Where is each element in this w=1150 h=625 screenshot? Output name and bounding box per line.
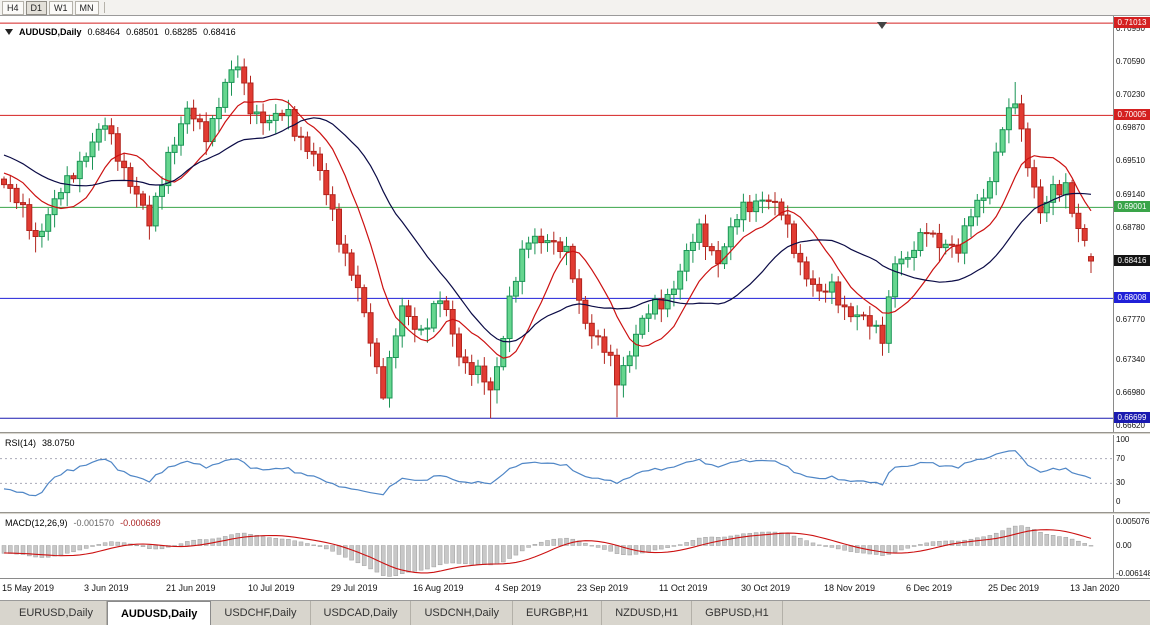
timeframe-toolbar: H4 D1 W1 MN bbox=[0, 0, 1150, 16]
rsi-value-label: 38.0750 bbox=[42, 438, 75, 448]
macd-header: MACD(12,26,9) -0.001570 -0.000689 bbox=[5, 518, 161, 528]
ohlc-low-value: 0.68285 bbox=[164, 27, 198, 37]
date-axis-label: 21 Jun 2019 bbox=[166, 583, 216, 593]
date-axis-label: 25 Dec 2019 bbox=[988, 583, 1040, 593]
macd-name-label: MACD(12,26,9) bbox=[5, 518, 68, 528]
price-axis-label: 0.68780 bbox=[1116, 223, 1145, 232]
price-axis-label: 0.66980 bbox=[1116, 388, 1145, 397]
date-axis-label: 3 Jun 2019 bbox=[84, 583, 129, 593]
price-axis-label: 0.67340 bbox=[1116, 355, 1145, 364]
main-chart-panel: AUDUSD,Daily 0.68464 0.68501 0.68285 0.6… bbox=[0, 16, 1150, 432]
rsi-header: RSI(14) 38.0750 bbox=[5, 438, 75, 448]
date-axis-label: 6 Dec 2019 bbox=[906, 583, 953, 593]
macd-axis[interactable]: 0.005076 0.00 -0.006148 bbox=[1113, 515, 1150, 578]
rsi-plot[interactable] bbox=[0, 435, 1113, 512]
price-level-badge: 0.71013 bbox=[1114, 17, 1150, 28]
chart-tab-gbpusd[interactable]: GBPUSD,H1 bbox=[692, 601, 783, 625]
date-axis-label: 15 May 2019 bbox=[2, 583, 55, 593]
date-axis-label: 16 Aug 2019 bbox=[413, 583, 464, 593]
main-price-axis[interactable]: 0.70950 0.70590 0.70230 0.69870 0.69510 0.691… bbox=[1113, 16, 1150, 432]
chart-tab-eurgbp[interactable]: EURGBP,H1 bbox=[513, 601, 603, 625]
date-axis-label: 11 Oct 2019 bbox=[659, 583, 708, 593]
price-axis-label: 0.69870 bbox=[1116, 123, 1145, 132]
ohlc-high-value: 0.68501 bbox=[126, 27, 159, 37]
current-price-badge: 0.68416 bbox=[1114, 255, 1150, 266]
chart-tab-usdcad[interactable]: USDCAD,Daily bbox=[311, 601, 412, 625]
panel-splitter-1[interactable] bbox=[0, 432, 1150, 435]
timeframe-button-h4[interactable]: H4 bbox=[2, 0, 24, 15]
date-axis-label: 23 Sep 2019 bbox=[577, 583, 629, 593]
chart-shift-marker-icon bbox=[877, 22, 887, 29]
rsi-axis-label: 30 bbox=[1116, 478, 1125, 487]
chart-menu-triangle-icon bbox=[5, 29, 13, 35]
price-level-badge: 0.69001 bbox=[1114, 201, 1150, 212]
ohlc-close-value: 0.68416 bbox=[203, 27, 236, 37]
chart-tab-eurusd[interactable]: EURUSD,Daily bbox=[6, 601, 107, 625]
toolbar-separator bbox=[103, 2, 105, 13]
price-level-badge: 0.66699 bbox=[1114, 412, 1150, 423]
macd-signal-value-label: -0.000689 bbox=[120, 518, 161, 528]
date-axis-label: 29 Jul 2019 bbox=[331, 583, 378, 593]
panel-splitter-2[interactable] bbox=[0, 512, 1150, 515]
price-axis-label: 0.69140 bbox=[1116, 190, 1145, 199]
main-plot[interactable] bbox=[0, 16, 1113, 432]
date-axis-label: 4 Sep 2019 bbox=[495, 583, 542, 593]
price-axis-label: 0.70950 bbox=[1116, 24, 1145, 33]
macd-axis-label: -0.006148 bbox=[1116, 569, 1150, 578]
macd-plot[interactable] bbox=[0, 515, 1113, 578]
chart-header: AUDUSD,Daily 0.68464 0.68501 0.68285 0.6… bbox=[5, 27, 236, 37]
macd-axis-label: 0.00 bbox=[1116, 541, 1132, 550]
date-axis-label: 13 Jan 2020 bbox=[1070, 583, 1120, 593]
timeframe-button-w1[interactable]: W1 bbox=[49, 0, 73, 15]
ohlc-open-value: 0.68464 bbox=[87, 27, 121, 37]
macd-axis-label: 0.005076 bbox=[1116, 517, 1150, 526]
price-axis-label: 0.69510 bbox=[1116, 156, 1145, 165]
timeframe-button-d1[interactable]: D1 bbox=[25, 0, 48, 15]
date-axis[interactable]: 15 May 2019 3 Jun 2019 21 Jun 2019 10 Jul 2… bbox=[0, 578, 1150, 600]
chart-tab-usdcnh[interactable]: USDCNH,Daily bbox=[411, 601, 514, 625]
rsi-axis[interactable]: 100 70 30 0 bbox=[1113, 435, 1150, 512]
macd-main-value-label: -0.001570 bbox=[73, 518, 115, 528]
chart-symbol-label: AUDUSD,Daily bbox=[19, 27, 82, 37]
rsi-name-label: RSI(14) bbox=[5, 438, 37, 448]
price-level-badge: 0.70005 bbox=[1114, 109, 1150, 120]
rsi-axis-label: 100 bbox=[1116, 435, 1130, 444]
date-axis-label: 18 Nov 2019 bbox=[824, 583, 876, 593]
price-axis-label: 0.67770 bbox=[1116, 315, 1145, 324]
timeframe-button-mn[interactable]: MN bbox=[74, 0, 99, 15]
price-axis-label: 0.70590 bbox=[1116, 57, 1145, 66]
rsi-axis-label: 70 bbox=[1116, 454, 1125, 463]
macd-panel: MACD(12,26,9) -0.001570 -0.000689 0.0050… bbox=[0, 515, 1150, 578]
chart-tab-bar: EURUSD,Daily AUDUSD,Daily USDCHF,Daily USDC… bbox=[0, 600, 1150, 625]
date-axis-label: 10 Jul 2019 bbox=[248, 583, 295, 593]
chart-tab-audusd[interactable]: AUDUSD,Daily bbox=[106, 601, 212, 625]
price-level-badge: 0.68008 bbox=[1114, 292, 1150, 303]
price-axis-label: 0.66620 bbox=[1116, 421, 1145, 430]
date-axis-label: 30 Oct 2019 bbox=[741, 583, 791, 593]
chart-tab-nzdusd[interactable]: NZDUSD,H1 bbox=[602, 601, 693, 625]
price-axis-label: 0.70230 bbox=[1116, 90, 1145, 99]
rsi-axis-label: 0 bbox=[1116, 497, 1121, 506]
rsi-panel: RSI(14) 38.0750 100 70 30 0 bbox=[0, 435, 1150, 512]
chart-tab-usdchf[interactable]: USDCHF,Daily bbox=[211, 601, 311, 625]
